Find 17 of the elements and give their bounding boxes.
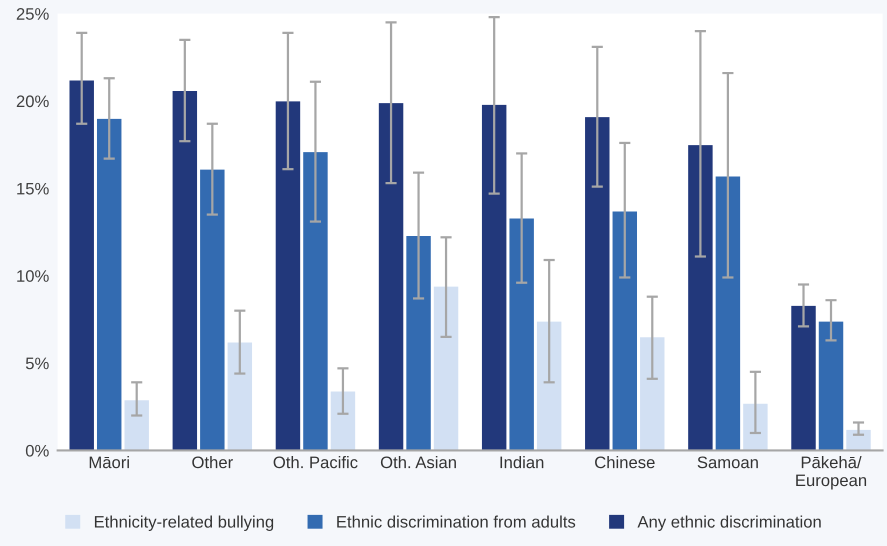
x-tick-label: Other — [192, 456, 233, 468]
x-tick-label: Māori — [90, 456, 129, 468]
y-tick-label: 25% — [16, 8, 49, 20]
x-tick-label: Chinese — [595, 456, 655, 468]
x-tick-label: Samoan — [698, 456, 758, 468]
x-tick-label: Indian — [500, 456, 544, 468]
legend-label: Ethnicity-related bullying — [94, 515, 274, 531]
y-tick-label: 10% — [17, 270, 49, 282]
legend-label: Ethnic discrimination from adults — [337, 515, 576, 528]
y-tick-label: 5% — [26, 358, 49, 370]
x-tick-label: Oth. Pacific — [274, 456, 358, 468]
x-tick-label: Oth. Asian — [380, 456, 456, 468]
y-tick-label: 20% — [16, 95, 49, 108]
y-tick-label: 15% — [17, 182, 49, 195]
legend-label: Any ethnic discrimination — [637, 515, 821, 531]
y-tick-label: 0% — [26, 444, 49, 457]
x-tick-label: Pākehā/ European — [796, 456, 866, 490]
